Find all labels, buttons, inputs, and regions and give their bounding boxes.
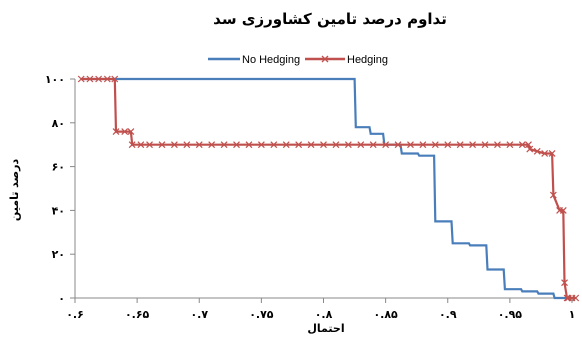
data-point-hedging (121, 128, 129, 135)
x-tick-label: ۰.۷۵ (249, 308, 274, 321)
data-point-hedging (111, 75, 119, 83)
x-tick-label: ۰.۹۵ (498, 308, 523, 321)
data-point-hedging (407, 141, 414, 149)
data-point-hedging (382, 141, 390, 149)
data-point-hedging (344, 141, 352, 149)
chart-title: تداوم درصد تامین کشاورزی سد (213, 10, 447, 28)
data-point-hedging (549, 191, 557, 199)
data-point-hedging (506, 141, 514, 149)
data-point-hedging (77, 75, 85, 83)
y-tick-label: ۲۰ (52, 248, 65, 261)
data-point-hedging (456, 141, 464, 149)
series-line-no-hedging (81, 77, 572, 300)
data-point-hedging (233, 141, 240, 149)
data-point-hedging (469, 141, 477, 149)
data-point-hedging (357, 141, 365, 149)
data-point-hedging (137, 141, 145, 149)
data-point-hedging (394, 141, 402, 149)
data-point-hedging (183, 141, 191, 149)
data-point-hedging (220, 141, 228, 149)
x-tick-label: ۱ (569, 308, 576, 321)
axes: ۰.۶ ۰.۶۵ ۰.۷ ۰.۷۵ ۰.۸ ۰.۸۵ ۰.۹ ۰.۹۵ ۱ ۰ ۲۰ ۴۰ ۶۰ ۸۰ ۱۰… (45, 73, 576, 321)
data-point-hedging (526, 145, 534, 153)
data-point-hedging (282, 141, 290, 149)
data-point-hedging (112, 128, 120, 135)
data-point-hedging (563, 294, 571, 302)
data-point-hedging (208, 141, 216, 149)
x-axis-label: احتمال (307, 322, 344, 335)
y-tick-label: ۶۰ (52, 161, 65, 174)
data-point-hedging (270, 141, 278, 149)
data-point-hedging (369, 141, 377, 149)
x-tick-label: ۰.۷ (190, 308, 208, 321)
data-point-hedging (518, 141, 526, 149)
y-tick-label: ۱۰۰ (45, 73, 65, 86)
data-point-hedging (128, 141, 136, 149)
data-point-hedging (86, 75, 94, 83)
legend-label-hedging: Hedging (347, 54, 388, 66)
data-point-hedging (494, 141, 501, 149)
data-point-hedging (533, 147, 541, 155)
legend-marker-hedging (321, 55, 329, 63)
data-point-hedging (431, 141, 439, 149)
data-point-hedging (103, 75, 111, 83)
data-point-hedging (158, 141, 166, 149)
y-axis-label: درصد تامین (8, 159, 21, 222)
x-tick-label: ۰.۸ (315, 308, 333, 321)
series-line-hedging (81, 77, 576, 300)
data-point-hedging (559, 206, 567, 214)
legend: No Hedging Hedging (208, 54, 388, 66)
data-point-hedging (170, 141, 178, 149)
x-tick-label: ۰.۸۵ (373, 308, 398, 321)
data-point-hedging (332, 141, 340, 149)
series-layer (77, 75, 580, 302)
y-tick-label: ۰ (58, 292, 65, 305)
data-point-hedging (419, 141, 427, 149)
data-point-hedging (146, 141, 153, 149)
data-point-hedging (548, 150, 556, 157)
data-point-hedging (295, 141, 303, 149)
data-point-hedging (320, 141, 327, 149)
data-point-hedging (195, 141, 203, 149)
data-point-hedging (245, 141, 253, 149)
legend-label-no-hedging: No Hedging (242, 54, 300, 66)
data-point-hedging (561, 279, 568, 287)
x-tick-label: ۰.۹ (439, 308, 457, 321)
data-point-hedging (541, 150, 549, 157)
y-tick-label: ۸۰ (52, 117, 65, 130)
data-point-hedging (481, 141, 489, 149)
y-tick-label: ۴۰ (52, 204, 65, 217)
x-tick-label: ۰.۶ (66, 308, 84, 321)
data-point-hedging (257, 141, 265, 149)
data-point-hedging (95, 75, 103, 83)
data-point-hedging (444, 141, 452, 149)
data-point-hedging (307, 141, 315, 149)
data-point-hedging (525, 141, 532, 149)
x-tick-label: ۰.۶۵ (125, 308, 150, 321)
data-point-hedging (127, 128, 135, 135)
data-point-hedging (572, 294, 580, 302)
